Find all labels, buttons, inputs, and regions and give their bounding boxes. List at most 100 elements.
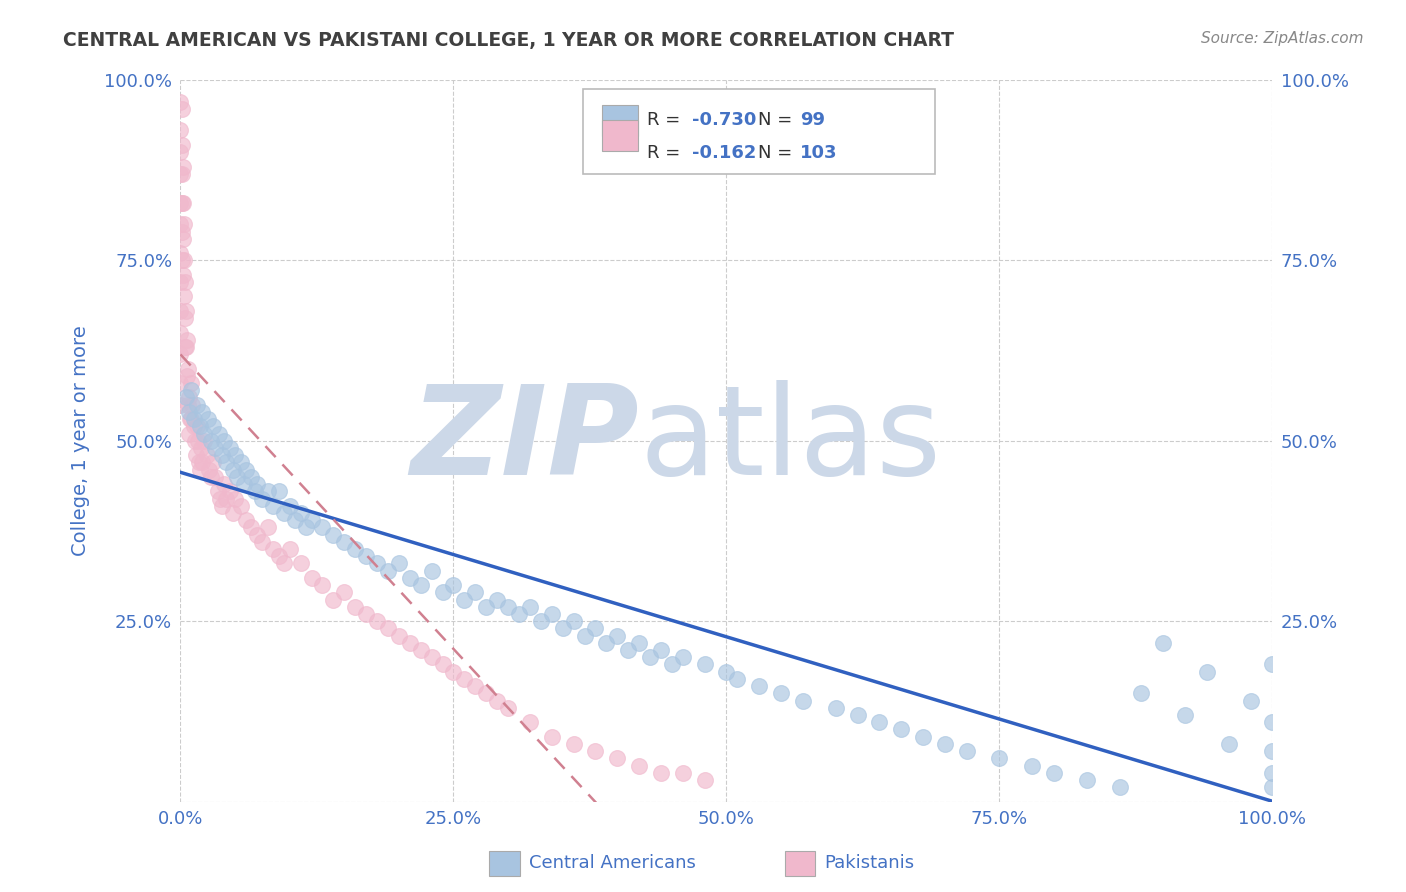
Point [1261,657,1284,672]
Point [1261,744,1284,758]
Point [420,564,443,578]
Point [169,275,191,289]
Point [583,622,606,636]
Point [177,398,200,412]
Point [169,95,191,109]
Point [388,557,411,571]
Point [188,455,211,469]
Point [846,708,869,723]
Point [301,513,323,527]
Point [628,636,651,650]
Point [716,665,738,679]
Point [177,361,200,376]
Point [398,571,420,585]
Text: 99: 99 [800,112,825,129]
Point [574,629,596,643]
Point [173,217,195,231]
Point [890,723,912,737]
Point [200,470,222,484]
Point [183,419,205,434]
Point [453,592,475,607]
Point [595,636,617,650]
Point [530,614,553,628]
Point [173,289,195,303]
Point [180,412,202,426]
Point [1043,765,1066,780]
Point [170,195,193,210]
Point [1174,708,1197,723]
Point [169,398,191,412]
Point [193,426,215,441]
Point [606,629,628,643]
Point [650,643,672,657]
Point [169,246,191,260]
Point [174,391,197,405]
Point [179,391,201,405]
Point [212,434,235,448]
Point [1218,737,1240,751]
Point [188,463,211,477]
Point [208,491,231,506]
Text: Source: ZipAtlas.com: Source: ZipAtlas.com [1201,31,1364,46]
Text: -0.162: -0.162 [692,144,756,161]
Text: N =: N = [758,144,797,161]
Point [1240,693,1263,707]
Point [218,441,240,455]
Point [183,412,205,426]
Point [432,585,454,599]
Point [464,585,486,599]
Point [1261,715,1284,730]
Point [540,607,562,621]
Point [562,614,585,628]
Point [1261,765,1284,780]
Point [322,527,344,541]
Point [1021,758,1043,772]
Text: ZIP: ZIP [411,380,640,501]
Point [290,557,312,571]
Point [186,398,208,412]
Point [188,419,211,434]
Point [508,607,530,621]
Point [204,470,226,484]
Point [443,665,465,679]
Point [184,448,207,462]
Point [333,534,356,549]
Point [1130,686,1153,700]
Point [377,564,399,578]
Point [267,549,290,564]
Point [290,506,312,520]
Point [453,672,475,686]
Point [267,484,290,499]
Point [169,123,191,137]
Point [409,643,432,657]
Point [672,765,695,780]
Point [301,571,323,585]
Text: CENTRAL AMERICAN VS PAKISTANI COLLEGE, 1 YEAR OR MORE CORRELATION CHART: CENTRAL AMERICAN VS PAKISTANI COLLEGE, 1… [63,31,955,50]
Point [693,772,716,787]
Point [693,657,716,672]
Point [443,578,465,592]
Point [191,405,214,419]
Point [262,499,284,513]
Point [179,412,201,426]
Text: 103: 103 [800,144,838,161]
Point [181,398,204,412]
Point [409,578,432,592]
Point [868,715,890,730]
Point [173,311,195,326]
Point [193,434,215,448]
Point [173,275,195,289]
Point [222,463,245,477]
Point [172,160,194,174]
Point [262,542,284,557]
Point [246,477,269,491]
Point [240,520,263,534]
Point [198,463,221,477]
Point [322,592,344,607]
Point [1152,636,1174,650]
Text: R =: R = [647,144,686,161]
Point [617,643,640,657]
Point [661,657,683,672]
Point [256,520,278,534]
Y-axis label: College, 1 year or more: College, 1 year or more [72,326,90,557]
